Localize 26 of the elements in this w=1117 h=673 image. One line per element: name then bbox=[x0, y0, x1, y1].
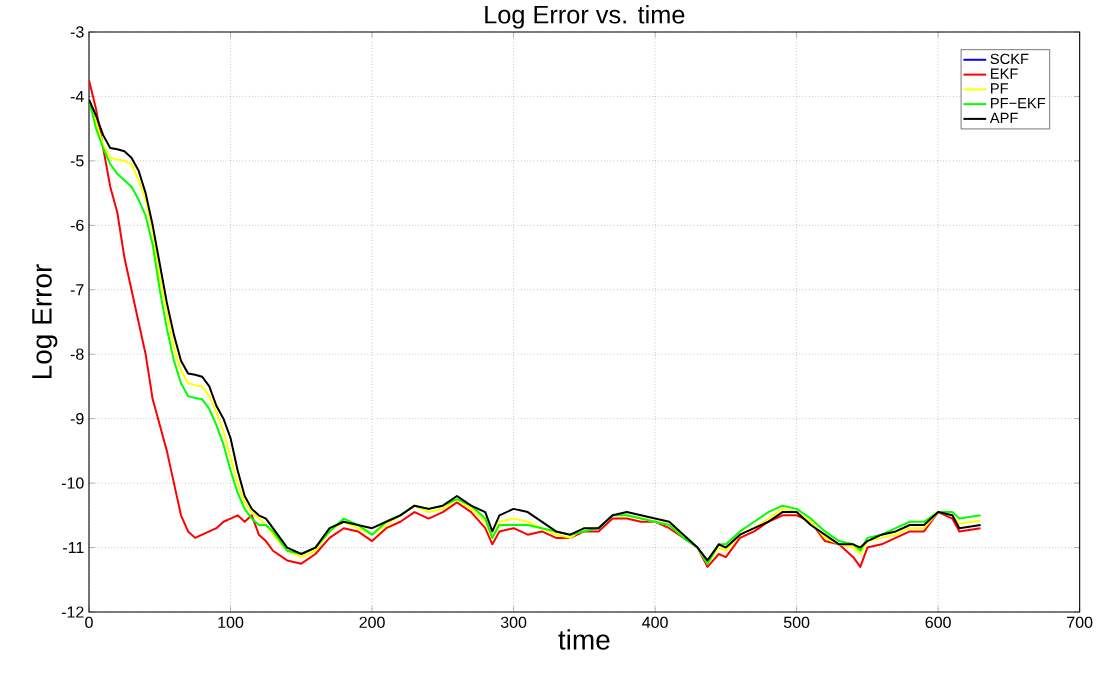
x-tick-label: 100 bbox=[218, 616, 244, 629]
x-tick-label: 0 bbox=[85, 616, 93, 629]
legend-label: APF bbox=[989, 112, 1018, 123]
x-tick-label: 700 bbox=[1067, 616, 1093, 629]
x-tick-label: 500 bbox=[783, 616, 810, 629]
y-tick-label: -8 bbox=[70, 348, 84, 360]
x-tick-label: 400 bbox=[642, 616, 668, 629]
y-axis-title: Log Error bbox=[32, 264, 58, 379]
y-tick-label: -6 bbox=[70, 219, 84, 231]
x-tick-label: 300 bbox=[500, 616, 527, 629]
x-tick-label: 200 bbox=[359, 616, 385, 629]
legend-label: PF bbox=[991, 83, 1008, 94]
y-tick-label: -7 bbox=[70, 284, 84, 296]
legend-label: PF−EKF bbox=[991, 98, 1046, 109]
y-tick-label: -11 bbox=[63, 542, 84, 554]
chart-title: Log Error vs. time bbox=[485, 5, 685, 29]
y-tick-label: -5 bbox=[70, 155, 84, 167]
legend-label: EKF bbox=[991, 68, 1018, 79]
y-tick-label: -4 bbox=[70, 90, 84, 102]
legend-label: SCKF bbox=[990, 53, 1029, 65]
x-tick-label: 600 bbox=[925, 616, 951, 629]
y-tick-label: -9 bbox=[70, 413, 84, 425]
y-tick-label: -12 bbox=[61, 606, 84, 618]
x-axis-title: time bbox=[558, 629, 610, 650]
y-tick-label: -3 bbox=[70, 26, 84, 38]
y-tick-label: -10 bbox=[61, 477, 84, 489]
